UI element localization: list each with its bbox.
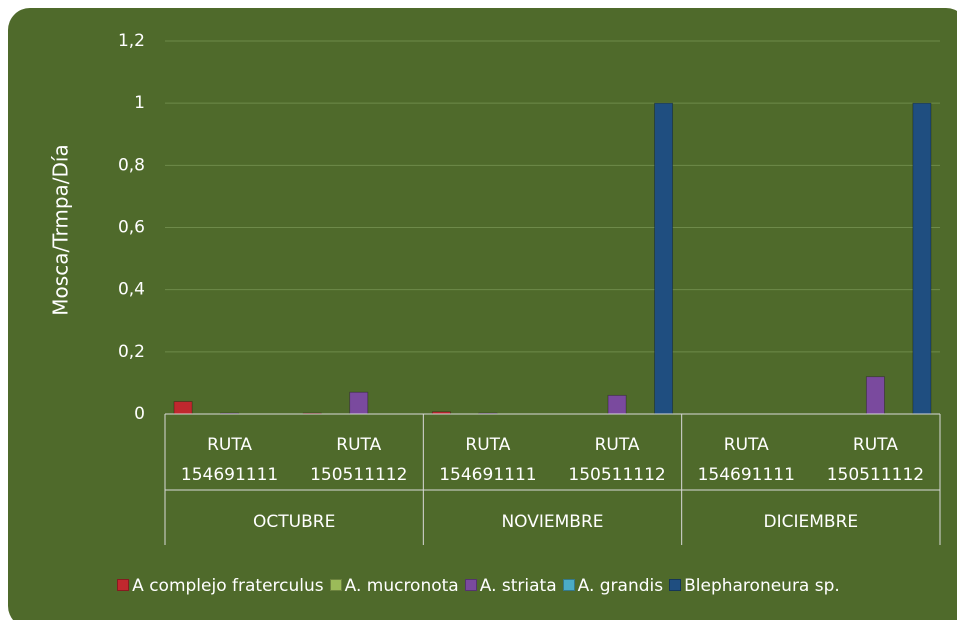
legend-item: A complejo fraterculus xyxy=(117,576,324,596)
bar xyxy=(654,102,674,415)
x-tick-label: RUTA 154691111 xyxy=(697,435,795,485)
group-label: OCTUBRE xyxy=(253,512,335,532)
legend-label: A. mucronota xyxy=(344,576,459,596)
legend-item: Blepharoneura sp. xyxy=(669,576,840,596)
bar xyxy=(865,376,885,415)
x-tick-label: RUTA 154691111 xyxy=(439,435,537,485)
x-tick-label: RUTA 154691111 xyxy=(180,435,279,485)
legend-item: A. mucronota xyxy=(329,576,459,596)
legend-swatch xyxy=(669,579,682,591)
y-tick-label: 0 xyxy=(134,404,145,424)
legend-label: A. striata xyxy=(479,576,557,596)
y-tick-label: 1 xyxy=(134,93,145,113)
legend-item: A. grandis xyxy=(562,576,664,596)
y-axis-label: Mosca/Trmpa/Día xyxy=(49,144,73,315)
legend-label: A. grandis xyxy=(577,576,664,596)
legend-swatch xyxy=(329,579,342,591)
group-label: DICIEMBRE xyxy=(764,512,859,532)
x-tick-label: RUTA 150511112 xyxy=(826,435,925,485)
legend-label: A complejo fraterculus xyxy=(132,576,324,596)
y-tick-label: 1,2 xyxy=(118,31,145,51)
group-label: NOVIEMBRE xyxy=(501,512,603,532)
legend: A complejo fraterculus A. mucronota A. str… xyxy=(0,576,957,596)
legend-swatch xyxy=(562,579,575,591)
bar xyxy=(912,102,932,415)
x-tick-label: RUTA 150511112 xyxy=(310,435,408,485)
legend-swatch xyxy=(117,579,130,591)
legend-swatch xyxy=(464,579,477,591)
legend-item: A. striata xyxy=(464,576,557,596)
bar xyxy=(349,391,369,415)
x-tick-label: RUTA 150511112 xyxy=(568,435,666,485)
background xyxy=(8,8,957,620)
legend-label: Blepharoneura sp. xyxy=(684,576,840,596)
y-tick-label: 0,6 xyxy=(118,218,145,238)
bar xyxy=(173,401,193,415)
y-tick-label: 0,4 xyxy=(118,280,145,300)
y-tick-label: 0,8 xyxy=(118,155,145,175)
bar xyxy=(607,394,627,415)
y-tick-label: 0,2 xyxy=(118,342,145,362)
